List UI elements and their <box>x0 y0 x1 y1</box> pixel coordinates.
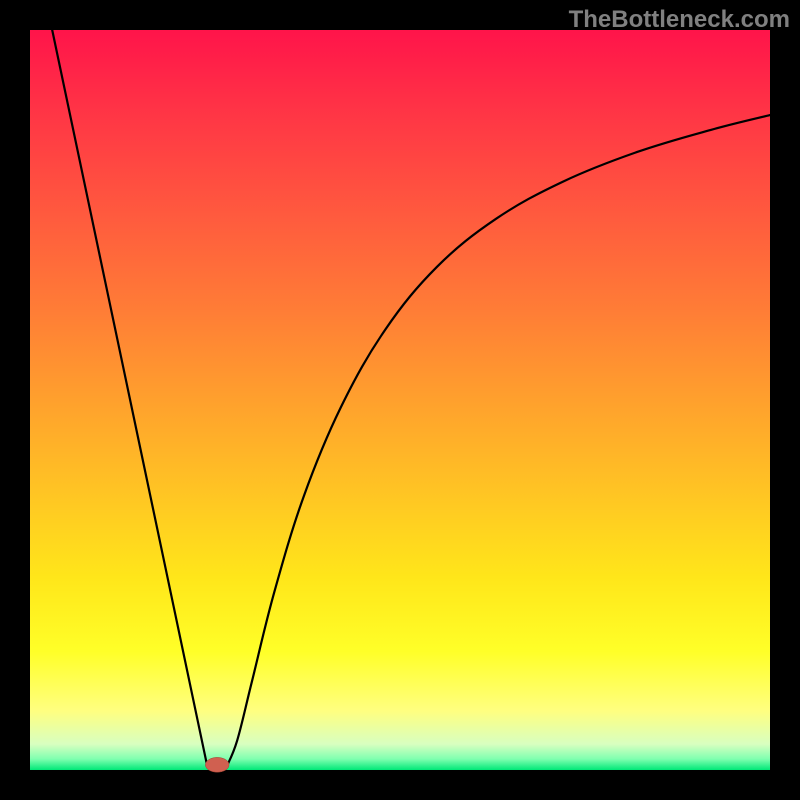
optimal-point-marker <box>205 757 229 772</box>
bottleneck-chart <box>0 0 800 800</box>
chart-container: TheBottleneck.com <box>0 0 800 800</box>
watermark-text: TheBottleneck.com <box>569 6 790 34</box>
chart-background <box>30 30 770 770</box>
